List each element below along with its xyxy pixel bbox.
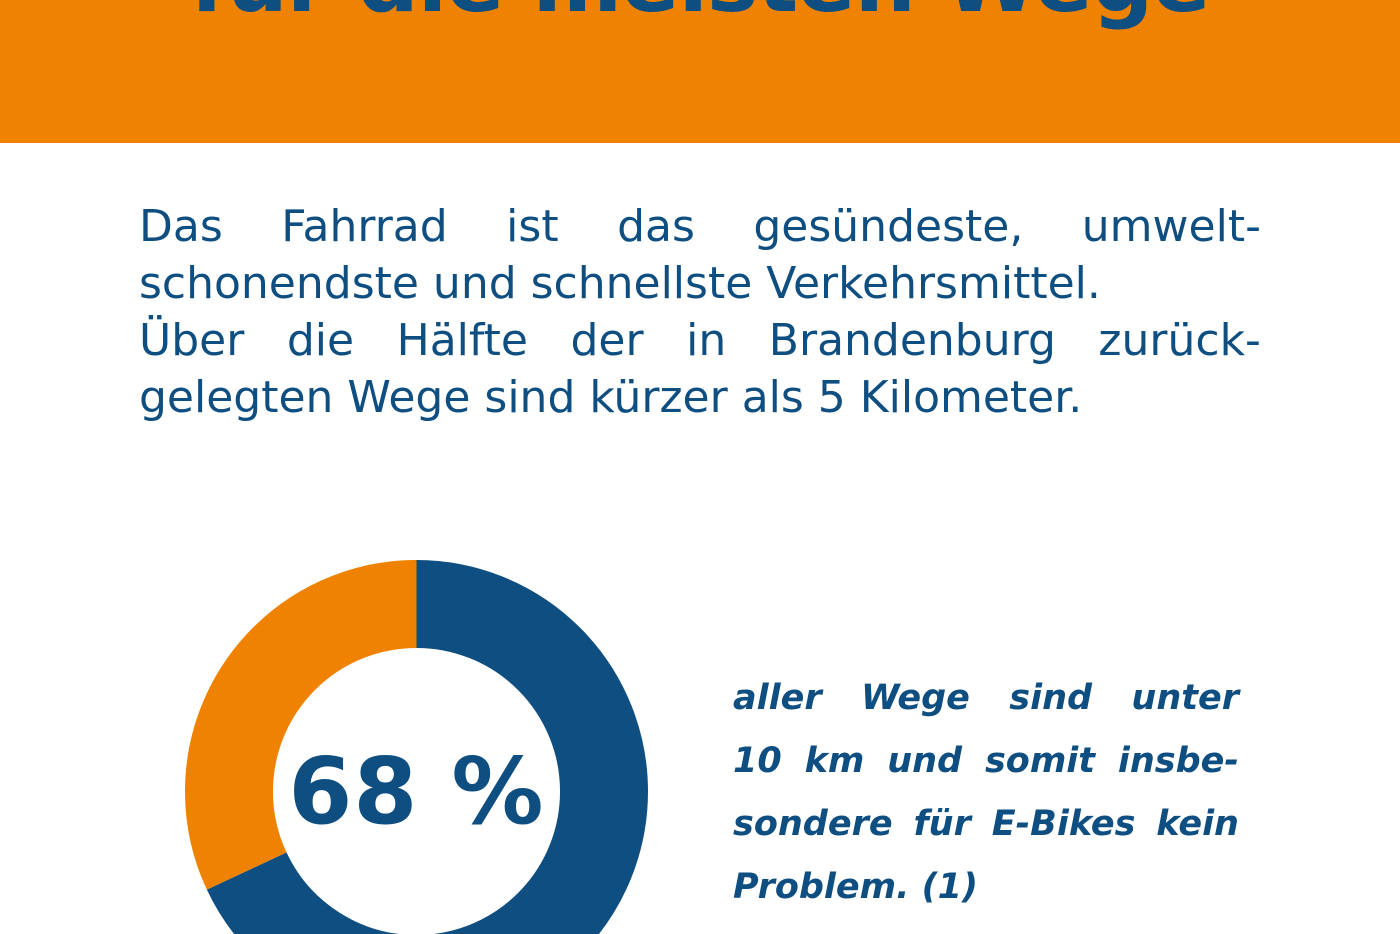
callout-word: aller [733,678,822,718]
intro-word: die [286,315,355,366]
callout-text: aller Wege sind unter 10 km und somit in… [733,667,1239,919]
callout-line-4: Problem. (1) [733,867,978,907]
intro-word: ist [506,201,559,252]
callout-word: kein [1156,804,1239,844]
intro-word: gesündeste, [753,201,1024,252]
intro-word: zurück- [1098,315,1261,366]
intro-word: umwelt- [1081,201,1261,252]
callout-word: somit [984,741,1096,781]
intro-word: Fahrrad [281,201,448,252]
donut-chart: 68 % [185,560,648,934]
intro-word: das [617,201,695,252]
intro-line-3: Über die Hälfte der in Brandenburg zurüc… [139,312,1261,369]
callout-word: sind [1009,678,1093,718]
callout-line-2: 10 km und somit insbe- [733,730,1239,793]
donut-chart-svg [185,560,648,934]
header-band: für die meisten Wege [0,0,1400,143]
intro-word: Über [139,315,245,366]
page-title: für die meisten Wege [0,0,1400,29]
intro-word: Brandenburg [768,315,1056,366]
callout-word: E-Bikes [991,804,1136,844]
callout-line-1: aller Wege sind unter [733,667,1239,730]
intro-line-1: Das Fahrrad ist das gesündeste, umwelt- [139,198,1261,255]
intro-word: in [686,315,727,366]
intro-paragraph: Das Fahrrad ist das gesündeste, umwelt- … [139,198,1261,426]
callout-word: und [887,741,963,781]
donut-segment-secondary [185,560,648,934]
callout-word: 10 [733,741,782,781]
callout-word: sondere [733,804,893,844]
intro-line-4: gelegten Wege sind kürzer als 5 Kilomete… [139,372,1083,423]
callout-word: unter [1131,678,1239,718]
intro-word: Hälfte [396,315,528,366]
intro-word: der [570,315,644,366]
intro-word: Das [139,201,223,252]
intro-line-2: schonendste und schnellste Verkehrsmitte… [139,258,1101,309]
donut-segments [185,560,648,934]
callout-line-3: sondere für E-Bikes kein [733,793,1239,856]
callout-word: für [913,804,971,844]
callout-word: km [804,741,865,781]
callout-word: insbe- [1117,741,1239,781]
callout-word: Wege [860,678,970,718]
